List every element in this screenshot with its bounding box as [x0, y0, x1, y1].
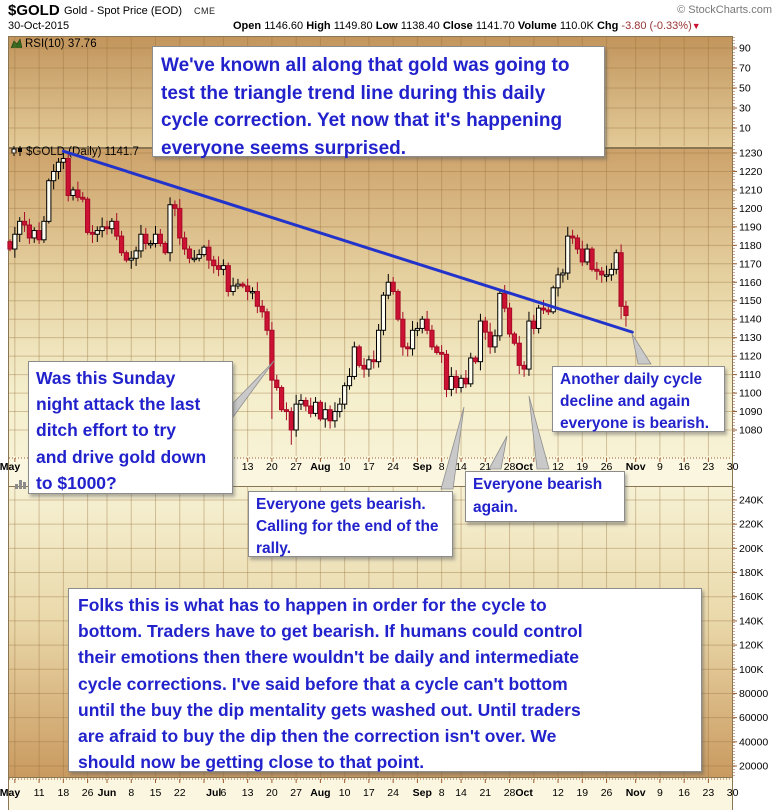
axis-tick-label: 1180 [739, 240, 762, 252]
price-legend: $GOLD (Daily) 1141.7 [11, 146, 139, 158]
axis-tick-label: 1140 [739, 314, 762, 326]
axis-tick-label: 10 [739, 123, 751, 135]
axis-tick-label: 1080 [739, 425, 763, 437]
axis-tick-label: 1120 [739, 351, 762, 363]
symbol-label: $GOLD [8, 2, 60, 19]
rsi-area-icon [10, 38, 23, 49]
volume-label: Volume [517, 20, 557, 32]
axis-tick-label: 60000 [739, 712, 768, 724]
rsi-label: RSI(10) 37.76 [25, 38, 97, 50]
axis-tick-label: 140K [739, 615, 764, 627]
axis-tick-label: 1190 [739, 221, 762, 233]
axis-tick-label: 1110 [739, 369, 761, 381]
axis-tick-label: 1170 [739, 258, 762, 270]
axis-tick-label: 90 [739, 43, 751, 55]
axis-tick-label: 160K [739, 591, 764, 603]
close-label: Close [442, 20, 473, 32]
axis-tick-label: 1100 [739, 388, 762, 400]
stockcharts-credit-link[interactable]: © StockCharts.com [677, 4, 772, 16]
axis-tick-label: 1220 [739, 166, 763, 178]
annotation-daily-cycle: Another daily cycle decline and again ev… [552, 366, 725, 432]
high-value: 1149.80 [333, 20, 373, 32]
annotation-trendline-test: We've known all along that gold was goin… [152, 46, 605, 159]
chg-label: Chg [596, 20, 619, 32]
axis-tick-label: 1200 [739, 203, 763, 215]
axis-tick-label: 20000 [739, 760, 768, 772]
axis-tick-label: 70 [739, 63, 751, 75]
axis-tick-label: 30 [739, 103, 751, 115]
open-value: 1146.60 [264, 20, 304, 32]
open-label: Open [233, 20, 262, 32]
bottom-date-axis [8, 778, 733, 810]
quote-date: 30-Oct-2015 [8, 20, 70, 32]
axis-tick-label: 240K [739, 495, 764, 507]
axis-tick-label: 40000 [739, 736, 768, 748]
volume-value: 110.0K [559, 20, 594, 32]
high-label: High [306, 20, 331, 32]
symbol-description: Gold - Spot Price (EOD) [64, 5, 182, 17]
annotation-everyone-bearish: Everyone gets bearish. Calling for the e… [248, 491, 453, 557]
annotation-folks-cycle-bottom: Folks this is what has to happen in orde… [68, 588, 702, 772]
axis-tick-label: 1150 [739, 295, 762, 307]
rsi-legend: RSI(10) 37.76 [10, 38, 97, 50]
annotation-bearish-again: Everyone bearish again. [465, 471, 625, 522]
volume-legend [15, 478, 31, 491]
axis-tick-label: 1090 [739, 406, 763, 418]
axis-tick-label: 50 [739, 83, 751, 95]
chart-header: $GOLD Gold - Spot Price (EOD) CME © Stoc… [0, 0, 780, 35]
annotation-sunday-attack: Was this Sunday night attack the last di… [28, 361, 233, 494]
axis-tick-label: 80000 [739, 688, 768, 700]
axis-tick-label: 1210 [739, 184, 763, 196]
quote-row: Open 1146.60 High 1149.80 Low 1138.40 Cl… [233, 20, 701, 32]
axis-tick-label: 220K [739, 519, 764, 531]
axis-tick-label: 200K [739, 543, 764, 555]
close-value: 1141.70 [475, 20, 515, 32]
candlestick-icon [11, 146, 22, 156]
axis-tick-label: 1230 [739, 148, 763, 160]
chg-value: -3.80 (-0.33%) [621, 20, 692, 32]
axis-tick-label: 1130 [739, 332, 762, 344]
chg-down-arrow-icon: ▼ [691, 21, 701, 31]
axis-tick-label: 1160 [739, 277, 762, 289]
axis-tick-label: 100K [739, 664, 764, 676]
low-label: Low [375, 20, 398, 32]
exchange-label: CME [194, 6, 216, 16]
volume-bars-icon [15, 480, 26, 489]
axis-tick-label: 120K [739, 640, 764, 652]
price-label: $GOLD (Daily) 1141.7 [26, 146, 139, 158]
axis-tick-label: 180K [739, 567, 764, 579]
low-value: 1138.40 [400, 20, 440, 32]
